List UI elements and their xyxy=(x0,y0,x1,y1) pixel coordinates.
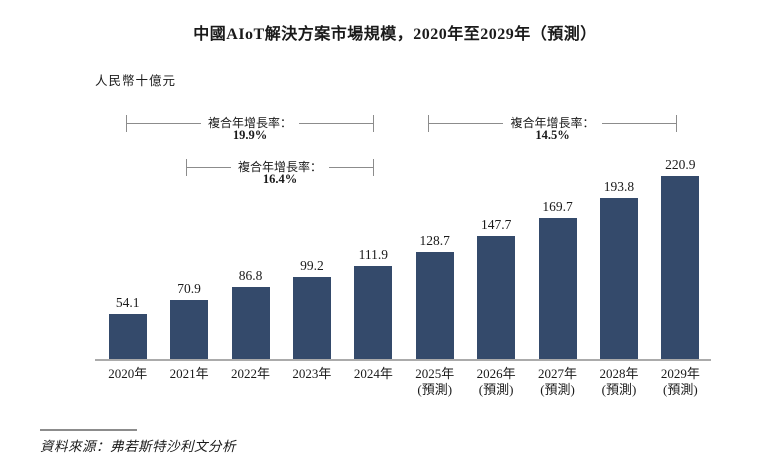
bracket-tick-right xyxy=(373,115,374,132)
x-axis-line xyxy=(95,359,711,361)
x-axis-label: 2024年 xyxy=(353,366,393,381)
bar xyxy=(231,287,270,359)
bar-value-label: 54.1 xyxy=(115,295,140,310)
cagr-value: 14.5% xyxy=(535,128,570,142)
bar xyxy=(170,300,209,359)
bar-value-label: 111.9 xyxy=(358,247,389,262)
bar-value-label: 86.8 xyxy=(238,268,263,283)
bar xyxy=(292,277,331,359)
cagr-value: 19.9% xyxy=(232,128,268,142)
bracket-tick-right xyxy=(373,159,374,176)
bar-value-label: 128.7 xyxy=(419,233,450,248)
bar xyxy=(661,176,700,359)
y-axis-unit-label: 人民幣十億元 xyxy=(95,74,177,88)
bar-value-label: 220.9 xyxy=(665,157,696,172)
bar-value-label: 147.7 xyxy=(480,217,512,232)
bar-column: 128.7 xyxy=(404,0,465,359)
source-divider xyxy=(40,429,137,431)
x-axis-label: 2023年 xyxy=(292,366,332,381)
x-axis-labels: 2020年 2021年 2022年 2023年 2024年 2025年 (預測)… xyxy=(97,366,711,398)
bar-column: 147.7 xyxy=(465,0,526,359)
bar-column: 54.1 xyxy=(97,0,158,359)
bar xyxy=(108,314,147,359)
source-note: 資料來源：弗若斯特沙利文分析 xyxy=(40,439,236,454)
cagr-value: 16.4% xyxy=(262,172,298,186)
bracket-tick-right xyxy=(676,115,677,132)
x-axis-label: 2029年 (預測) xyxy=(660,366,700,397)
bar-column: 220.9 xyxy=(650,0,711,359)
bar-column: 86.8 xyxy=(220,0,281,359)
x-axis-label: 2021年 xyxy=(169,366,209,381)
bar-value-label: 169.7 xyxy=(542,199,573,214)
bracket-tick-left xyxy=(428,115,429,132)
bar xyxy=(477,236,516,359)
x-axis-label: 2028年 (預測) xyxy=(599,366,639,397)
cagr-label: 複合年增長率： xyxy=(186,160,374,174)
x-axis-label: 2025年 (預測) xyxy=(415,366,455,397)
bar xyxy=(538,218,577,359)
bar-column: 99.2 xyxy=(281,0,342,359)
x-axis-label: 2020年 xyxy=(108,366,148,381)
bar-column: 169.7 xyxy=(527,0,588,359)
cagr-label: 複合年增長率： xyxy=(428,116,677,130)
bracket-tick-left xyxy=(126,115,127,132)
bar-column: 193.8 xyxy=(588,0,649,359)
bar xyxy=(415,252,454,359)
x-axis-label: 2022年 xyxy=(231,366,271,381)
bar xyxy=(599,198,638,359)
bar-plot-area: 54.1 70.9 86.8 99.2 111.9 128.7 147.7 1 xyxy=(97,0,711,359)
bar xyxy=(354,266,393,359)
bracket-tick-left xyxy=(186,159,187,176)
bar-value-label: 70.9 xyxy=(177,281,201,296)
chart-title: 中國AIoT解決方案市場規模，2020年至2029年（預測） xyxy=(193,26,597,43)
x-axis-label: 2027年 (預測) xyxy=(538,366,578,397)
bar-value-label: 99.2 xyxy=(300,258,324,273)
bar-value-label: 193.8 xyxy=(603,179,635,194)
bar-column: 70.9 xyxy=(158,0,219,359)
x-axis-label: 2026年 (預測) xyxy=(476,366,516,397)
cagr-bracket-2020-2024: 複合年增長率： 19.9% xyxy=(126,115,374,159)
cagr-label: 複合年增長率： xyxy=(126,116,374,130)
cagr-bracket-2024-2029: 複合年增長率： 14.5% xyxy=(428,115,677,159)
cagr-bracket-2021-2024: 複合年增長率： 16.4% xyxy=(186,159,374,203)
bar-column: 111.9 xyxy=(343,0,404,359)
